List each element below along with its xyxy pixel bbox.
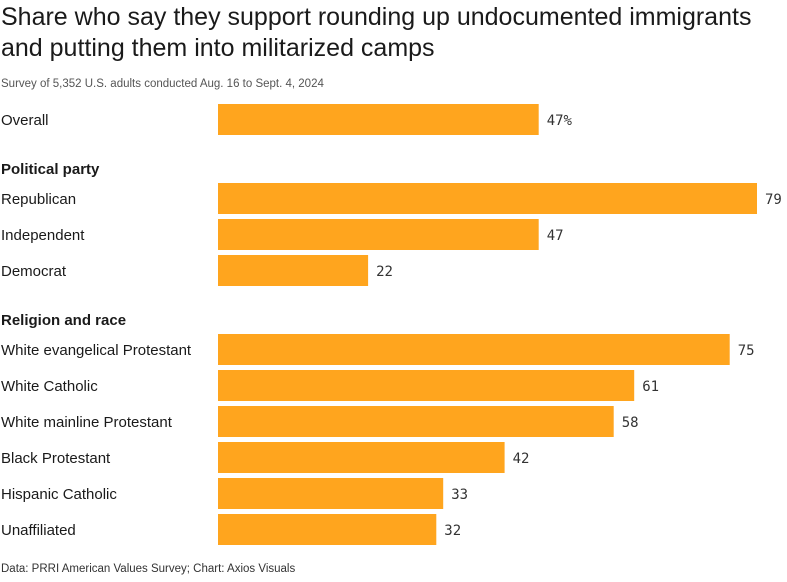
value-label: 61 <box>642 379 659 395</box>
chart-title: Share who say they support rounding up u… <box>1 3 752 62</box>
category-label: Democrat <box>1 263 67 280</box>
category-label: Hispanic Catholic <box>1 486 117 503</box>
chart-source: Data: PRRI American Values Survey; Chart… <box>1 563 296 575</box>
value-label: 33 <box>451 487 468 503</box>
bar <box>218 104 539 135</box>
value-label: 42 <box>513 451 530 467</box>
category-label: White Catholic <box>1 378 98 395</box>
value-label: 47 <box>547 228 564 244</box>
value-label: 79 <box>765 192 782 208</box>
value-label: 32 <box>444 523 461 539</box>
chart-subtitle: Survey of 5,352 U.S. adults conducted Au… <box>1 78 324 90</box>
bar <box>218 219 539 250</box>
category-label: Unaffiliated <box>1 522 76 539</box>
group-label: Political party <box>1 161 100 178</box>
bar <box>218 442 505 473</box>
bar <box>218 406 614 437</box>
value-label: 22 <box>376 264 393 280</box>
bar <box>218 478 444 509</box>
category-label: Republican <box>1 191 76 208</box>
bar <box>218 370 635 401</box>
category-label: Overall <box>1 112 49 129</box>
category-label: Black Protestant <box>1 450 111 467</box>
bar <box>218 514 437 545</box>
value-label: 58 <box>622 415 639 431</box>
category-label: Independent <box>1 227 85 244</box>
category-label: White mainline Protestant <box>1 414 173 431</box>
group-label: Religion and race <box>1 312 126 329</box>
value-label: 75 <box>738 343 755 359</box>
bar <box>218 334 730 365</box>
value-label: 47% <box>547 113 573 129</box>
bar <box>218 255 369 286</box>
bar <box>218 183 757 214</box>
category-label: White evangelical Protestant <box>1 342 192 359</box>
